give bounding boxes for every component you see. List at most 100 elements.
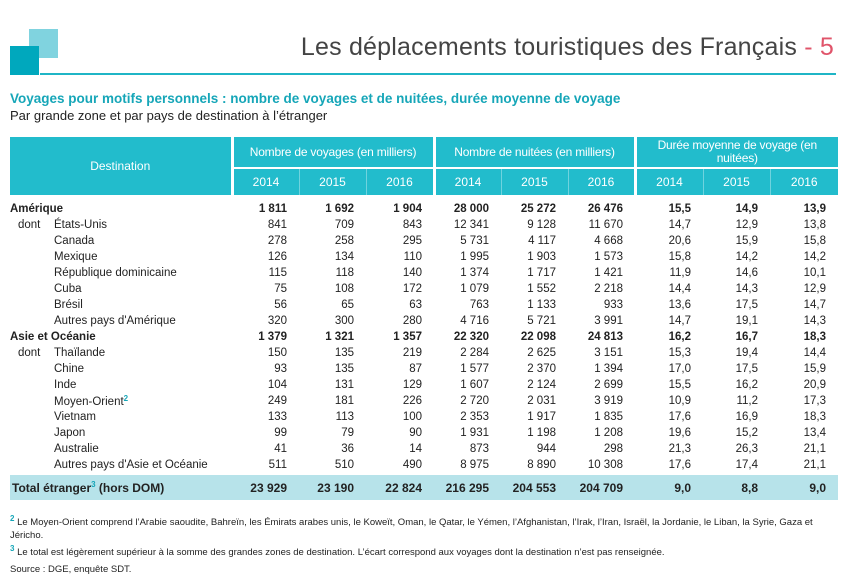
value-cell: 2 218: [594, 283, 623, 295]
table-row: dont Thaïlande 150 135 219 2 284 2 625 3 151 15,…: [10, 345, 838, 361]
value-cell: 5 721: [527, 315, 556, 327]
value-cell: 15,9: [735, 235, 758, 247]
year-header: 2016: [365, 168, 434, 195]
table-row: Mexique 126 134 110 1 995 1 903 1 573 15,8 14,2 1…: [10, 249, 838, 265]
value-cell: 21,1: [803, 443, 826, 455]
value-cell: 1 374: [460, 267, 489, 279]
value-cell: 1 079: [460, 283, 489, 295]
destination-name: Brésil: [54, 299, 83, 311]
value-cell: 126: [267, 251, 287, 263]
value-cell: 181: [334, 395, 354, 407]
destination-name: Canada: [54, 235, 95, 247]
value-cell: 110: [403, 251, 422, 263]
value-cell: 298: [603, 443, 623, 455]
destination-cell: Vietnam: [10, 409, 232, 425]
value-cell: 22 824: [366, 474, 434, 500]
value-cell: 14,6: [735, 267, 758, 279]
value-cell: 10,1: [803, 267, 826, 279]
value-cell: 17,6: [635, 457, 703, 475]
destination-cell: Total étranger3 (hors DOM): [10, 474, 232, 500]
value-cell: 150: [267, 347, 287, 359]
destination-name: Cuba: [54, 283, 82, 295]
value-cell: 1 573: [594, 251, 623, 263]
value-cell: 8 890: [501, 457, 568, 475]
value-cell: 19,6: [668, 427, 691, 439]
value-cell: 3 919: [594, 395, 623, 407]
value-cell: 17,0: [668, 363, 691, 375]
table-row: Japon 99 79 90 1 931 1 198 1 208 19,6 15,2 13,4: [10, 425, 838, 441]
value-cell: 8,8: [703, 474, 770, 500]
value-cell: 26 476: [587, 203, 623, 215]
value-cell: 5 731: [460, 235, 489, 247]
year-header: 2014: [230, 168, 299, 195]
value-cell: 87: [409, 363, 422, 375]
page-number: - 5: [804, 33, 834, 61]
destination-cell: Australie: [10, 441, 232, 457]
value-cell: 17,6: [668, 411, 691, 423]
value-cell: 16,2: [668, 331, 691, 343]
value-cell: 2 699: [594, 379, 623, 391]
value-cell: 14,7: [803, 299, 826, 311]
table-row: Australie 41 36 14 873 944 298 21,3 26,3 21,1: [10, 441, 838, 457]
table-row: Canada 278 258 295 5 731 4 117 4 668 20,6 15,9 15…: [10, 233, 838, 249]
value-cell: 11,9: [669, 267, 691, 279]
value-cell: 140: [402, 267, 422, 279]
value-cell: 280: [402, 315, 422, 327]
year-header: 2015: [702, 168, 770, 195]
value-cell: 25 272: [520, 203, 556, 215]
value-cell: 709: [334, 219, 354, 231]
value-cell: 1 421: [594, 267, 623, 279]
destination-name: République dominicaine: [54, 267, 177, 279]
destination-name: Moyen-Orient: [54, 396, 124, 409]
destination-name: Vietnam: [54, 411, 96, 423]
logo-square-dark: [10, 46, 39, 75]
value-cell: 219: [402, 347, 422, 359]
value-cell: 278: [267, 235, 287, 247]
value-cell: 75: [274, 283, 287, 295]
source-note: Source : DGE, enquête SDT.: [10, 559, 838, 576]
value-cell: 17,3: [803, 395, 826, 407]
footnote: 2 Le Moyen-Orient comprend l’Arabie saou…: [10, 512, 838, 542]
value-cell: 104: [267, 379, 287, 391]
value-cell: 2 370: [527, 363, 556, 375]
destination-name: Chine: [54, 363, 85, 375]
value-cell: 2 284: [460, 347, 489, 359]
destination-name: Inde: [54, 379, 77, 391]
value-cell: 15,8: [803, 235, 826, 247]
value-cell: 249: [267, 395, 287, 407]
value-cell: 11,2: [736, 395, 758, 407]
footnote-text: Le total est légèrement supérieur à la s…: [14, 547, 665, 559]
destination-cell: Inde: [10, 377, 232, 393]
value-cell: 18,3: [803, 331, 826, 343]
value-cell: 933: [603, 299, 623, 311]
year-header: 2014: [633, 168, 703, 195]
value-cell: 14,4: [803, 347, 826, 359]
destination-name: Australie: [54, 443, 99, 455]
value-cell: 226: [402, 395, 422, 407]
value-cell: 1 717: [527, 267, 556, 279]
value-cell: 22 320: [453, 331, 489, 343]
value-cell: 20,6: [668, 235, 691, 247]
value-cell: 204 709: [568, 474, 635, 500]
value-cell: 16,2: [735, 379, 758, 391]
destination-name: Amérique: [10, 203, 64, 215]
year-header: 2015: [298, 168, 366, 195]
value-cell: 93: [274, 363, 287, 375]
destination-name: Autres pays d'Asie et Océanie: [54, 459, 208, 471]
value-cell: 1 133: [527, 299, 556, 311]
value-cell: 14,7: [668, 219, 691, 231]
value-cell: 100: [402, 411, 422, 423]
group-header: Nombre de voyages (en milliers): [230, 137, 434, 169]
year-header: 2014: [432, 168, 501, 195]
value-cell: 13,8: [803, 219, 826, 231]
value-cell: 15,3: [668, 347, 691, 359]
value-cell: 843: [402, 219, 422, 231]
zone-row: Amérique 1 811 1 692 1 904 28 000 25 272 26 47…: [10, 195, 838, 217]
data-table: Destination Nombre de voyages (en millie…: [10, 137, 838, 500]
value-cell: 79: [341, 427, 354, 439]
value-cell: 8 975: [434, 457, 501, 475]
destination-cell: Autres pays d'Asie et Océanie: [10, 457, 232, 475]
value-cell: 841: [267, 219, 287, 231]
value-cell: 3 991: [594, 315, 623, 327]
page-title: Les déplacements touristiques des França…: [301, 33, 834, 62]
